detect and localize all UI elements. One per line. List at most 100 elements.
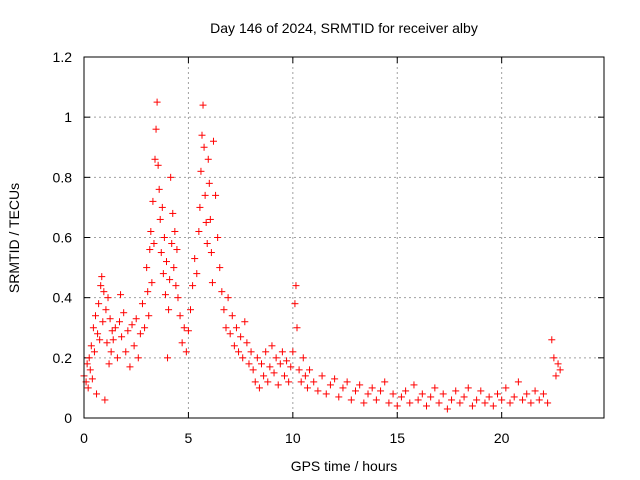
data-point: [232, 324, 240, 332]
data-point: [226, 330, 234, 338]
data-point: [197, 167, 205, 175]
data-point: [167, 173, 175, 181]
data-point: [377, 387, 385, 395]
data-point: [98, 273, 106, 281]
data-point: [90, 348, 98, 356]
data-point: [105, 360, 113, 368]
data-point: [224, 294, 232, 302]
data-point: [169, 209, 177, 217]
y-tick-label: 1: [64, 109, 72, 125]
data-point: [287, 363, 295, 371]
data-point: [554, 360, 562, 368]
data-point: [170, 264, 178, 272]
data-point: [527, 399, 535, 407]
data-point: [544, 399, 552, 407]
data-point: [389, 390, 397, 398]
data-point: [347, 396, 355, 404]
data-point: [124, 327, 132, 335]
data-point: [268, 342, 276, 350]
y-axis-label: SRMTID / TECUs: [6, 183, 22, 293]
data-point: [241, 318, 249, 326]
data-point: [166, 276, 174, 284]
data-point: [84, 384, 92, 392]
data-point: [157, 249, 165, 257]
data-point: [255, 384, 263, 392]
data-point: [193, 270, 201, 278]
data-point: [180, 324, 188, 332]
data-point: [489, 402, 497, 410]
data-point: [206, 215, 214, 223]
data-point: [506, 399, 514, 407]
data-point: [283, 357, 291, 365]
data-point: [303, 384, 311, 392]
data-point: [134, 354, 142, 362]
data-point: [381, 378, 389, 386]
data-point: [86, 366, 94, 374]
data-point: [205, 179, 213, 187]
data-point: [203, 240, 211, 248]
data-point: [158, 203, 166, 211]
data-point: [164, 354, 172, 362]
data-point: [184, 327, 192, 335]
y-tick-label: 0.2: [53, 350, 73, 366]
data-point: [101, 396, 109, 404]
data-point: [93, 390, 101, 398]
data-point: [539, 390, 547, 398]
data-point: [289, 348, 297, 356]
data-point: [208, 279, 216, 287]
data-point: [161, 291, 169, 299]
data-point: [182, 348, 190, 356]
data-point: [360, 399, 368, 407]
data-point: [427, 393, 435, 401]
data-point: [196, 203, 204, 211]
data-point: [260, 372, 268, 380]
data-point: [322, 390, 330, 398]
data-point: [171, 227, 179, 235]
x-tick-label: 0: [80, 430, 88, 446]
data-point: [195, 227, 203, 235]
data-point: [187, 306, 195, 314]
data-point: [397, 393, 405, 401]
data-point: [148, 279, 156, 287]
data-point: [216, 264, 224, 272]
data-point: [160, 234, 168, 241]
data-point: [85, 354, 93, 362]
data-point: [130, 342, 138, 350]
data-point: [251, 378, 259, 386]
data-point: [439, 390, 447, 398]
data-point: [147, 227, 155, 235]
data-point: [89, 324, 97, 332]
data-point: [117, 291, 125, 299]
data-point: [88, 375, 96, 383]
data-point: [297, 378, 305, 386]
data-point: [122, 348, 130, 356]
data-point: [351, 387, 359, 395]
data-point: [104, 294, 112, 302]
data-point: [249, 366, 257, 374]
data-point: [481, 399, 489, 407]
data-point: [201, 191, 209, 199]
data-point: [519, 396, 527, 404]
x-tick-label: 5: [185, 430, 193, 446]
data-point: [172, 282, 180, 290]
data-point: [174, 294, 182, 302]
data-point: [107, 348, 115, 356]
x-tick-label: 20: [494, 430, 510, 446]
data-point: [151, 155, 159, 163]
data-point: [335, 393, 343, 401]
data-point: [150, 240, 158, 248]
data-point: [173, 246, 181, 254]
data-point: [212, 191, 220, 199]
data-point: [253, 354, 261, 362]
data-point: [143, 264, 151, 272]
data-point: [435, 399, 443, 407]
data-point: [331, 375, 339, 383]
data-point: [202, 218, 210, 226]
data-point: [228, 312, 236, 320]
data-point: [410, 381, 418, 389]
data-point: [293, 324, 301, 332]
data-point: [108, 327, 116, 335]
y-tick-label: 0.6: [53, 230, 73, 246]
data-point: [493, 390, 501, 398]
data-point: [402, 387, 410, 395]
